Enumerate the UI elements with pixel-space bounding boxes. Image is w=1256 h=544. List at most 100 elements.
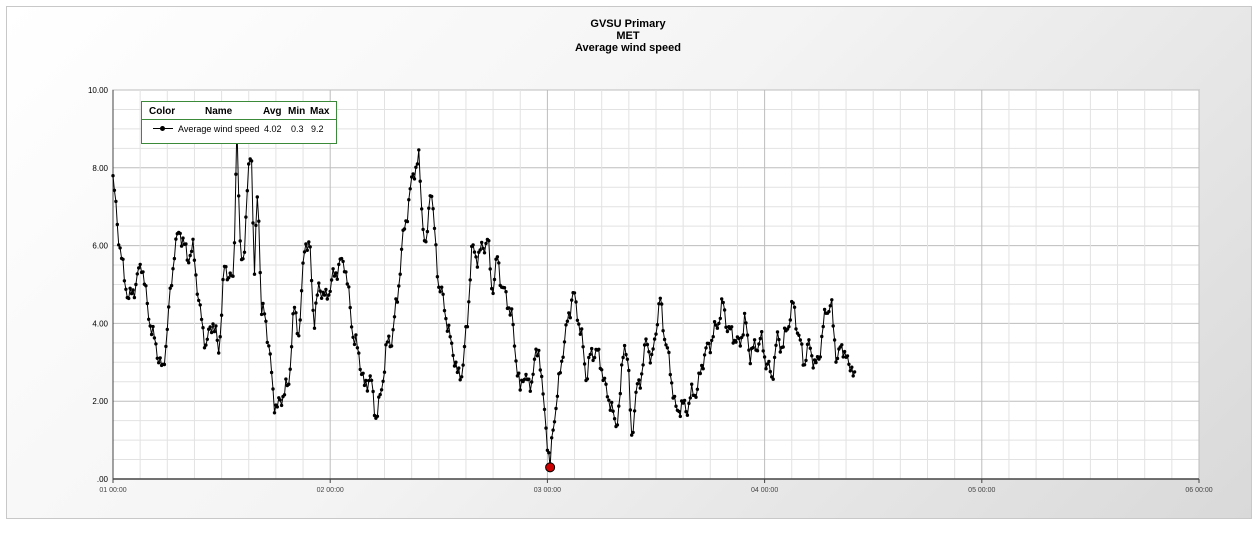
series-point — [259, 312, 264, 317]
series-point — [534, 347, 538, 351]
series-point — [647, 350, 651, 354]
series-point — [774, 343, 778, 347]
series-point — [515, 374, 520, 378]
chart-title-block: GVSU Primary MET Average wind speed — [0, 18, 1256, 54]
series-point — [668, 372, 672, 377]
x-tick-label: 06 00:00 — [1185, 487, 1212, 494]
series-point — [851, 374, 855, 378]
series-point — [648, 361, 652, 365]
series-point — [678, 414, 682, 419]
series-point — [178, 231, 182, 236]
series-point — [147, 317, 151, 321]
series-point — [657, 302, 661, 306]
series-point — [322, 293, 327, 297]
series-point — [254, 223, 258, 228]
series-point — [158, 356, 162, 360]
series-point — [847, 362, 851, 366]
series-point — [724, 325, 728, 329]
series-point — [425, 229, 430, 234]
series-point — [472, 250, 477, 254]
series-point — [634, 390, 638, 394]
series-point — [420, 207, 424, 211]
series-point — [511, 322, 515, 327]
series-point — [398, 272, 402, 276]
series-point — [570, 298, 574, 302]
series-point — [407, 198, 411, 202]
series-point — [335, 277, 339, 281]
series-point — [114, 199, 118, 204]
series-point — [337, 262, 341, 267]
y-axis-ticks: .00 2.00 4.00 6.00 8.00 10.00 — [88, 86, 109, 484]
series-point — [174, 237, 178, 241]
series-point — [387, 334, 391, 338]
series-point — [154, 342, 158, 346]
series-point — [615, 423, 620, 427]
series-point — [717, 321, 721, 326]
series-point — [587, 355, 591, 360]
series-point — [710, 338, 714, 343]
series-point — [198, 303, 202, 307]
series-point — [682, 398, 687, 403]
series-point — [265, 340, 269, 345]
series-point — [440, 285, 444, 289]
series-point — [427, 206, 431, 210]
series-point — [368, 374, 372, 378]
series-point — [325, 297, 329, 301]
series-point — [722, 308, 727, 312]
series-point — [805, 342, 810, 347]
series-point — [354, 333, 358, 337]
series-point — [345, 282, 349, 286]
series-point — [205, 337, 209, 341]
x-tick-label: 01 00:00 — [99, 487, 126, 494]
series-point — [465, 325, 470, 329]
legend-header-min: Min — [288, 106, 306, 117]
series-point — [238, 239, 242, 243]
series-point — [610, 400, 614, 405]
series-point — [662, 337, 667, 342]
series-point — [632, 409, 637, 413]
series-point — [117, 243, 121, 247]
series-point — [129, 291, 134, 296]
series-point — [582, 362, 587, 366]
chart-title-line-1: GVSU Primary — [590, 18, 666, 30]
y-tick-label: 8.00 — [92, 164, 108, 173]
series-point — [121, 257, 125, 261]
series-point — [432, 226, 437, 231]
series-point — [528, 389, 532, 393]
series-point — [781, 345, 785, 349]
series-point — [698, 371, 702, 376]
series-point — [371, 389, 375, 394]
series-point — [567, 311, 571, 315]
series-point — [258, 270, 262, 275]
series-point — [820, 334, 824, 339]
series-point — [319, 296, 324, 300]
series-point — [512, 344, 517, 348]
series-point — [392, 315, 397, 319]
series-point — [758, 336, 762, 341]
series-point — [842, 349, 847, 354]
series-point — [831, 324, 835, 328]
series-point — [247, 162, 251, 166]
series-point — [144, 284, 148, 288]
series-point — [631, 430, 635, 435]
series-point — [227, 276, 231, 280]
series-point — [189, 249, 194, 254]
series-point — [438, 290, 442, 294]
series-point — [430, 194, 434, 199]
series-point — [358, 367, 362, 372]
series-point — [531, 372, 535, 376]
series-point — [185, 258, 189, 262]
series-point — [168, 286, 172, 290]
series-point — [365, 389, 370, 393]
x-tick-label: 03 00:00 — [534, 487, 561, 494]
series-point — [690, 382, 694, 386]
series-point — [628, 408, 632, 412]
series-point — [331, 267, 335, 271]
series-point — [397, 284, 401, 288]
series-point — [219, 313, 224, 317]
series-point — [711, 335, 715, 339]
series-point — [812, 358, 817, 362]
series-point — [244, 215, 248, 219]
series-point — [565, 319, 570, 323]
series-point — [372, 413, 377, 418]
